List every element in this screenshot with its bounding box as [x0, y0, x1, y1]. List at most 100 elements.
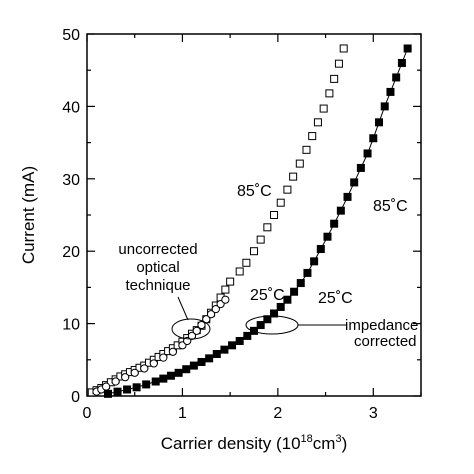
data-point-open-square	[339, 44, 348, 53]
data-point-open-square	[256, 235, 265, 244]
data-point-open-square	[226, 277, 235, 286]
data-point-filled-square	[316, 245, 325, 254]
data-point-open-circle	[206, 310, 216, 319]
data-point-filled-square	[256, 321, 265, 330]
annot-25c-filled: 25˚C	[318, 290, 353, 307]
data-point-filled-square	[270, 309, 279, 318]
x-axis-label: Carrier density (1018cm3)	[161, 433, 348, 453]
data-point-open-circle	[197, 320, 206, 330]
data-point-filled-square	[276, 302, 285, 311]
data-point-open-circle	[187, 331, 197, 341]
data-point-filled-square	[132, 383, 141, 392]
data-point-open-square	[319, 104, 328, 113]
data-point-filled-square	[369, 134, 378, 143]
data-point-filled-square	[103, 389, 112, 398]
data-point-open-circle	[130, 368, 139, 377]
data-point-filled-square	[197, 357, 206, 366]
data-point-filled-square	[310, 257, 319, 266]
data-point-open-square	[270, 211, 279, 219]
annot-85c-filled: 85˚C	[373, 198, 408, 215]
data-point-open-square	[325, 89, 334, 98]
data-point-filled-square	[386, 87, 395, 96]
data-point-filled-square	[363, 149, 372, 158]
y-tick-label: 20	[62, 244, 80, 261]
data-point-filled-square	[380, 102, 389, 111]
data-point-filled-square	[323, 232, 332, 241]
data-point-filled-square	[113, 387, 122, 396]
y-tick-labels: 0 10 20 30 40 50	[62, 27, 80, 406]
data-point-filled-square	[392, 73, 401, 82]
y-tick-label: 0	[71, 389, 80, 406]
annot-85c-open: 85˚C	[237, 183, 272, 200]
series-layer	[87, 44, 412, 398]
annot-impedance-line2: corrected	[354, 333, 417, 350]
y-tick-label: 10	[62, 317, 80, 334]
data-point-open-square	[334, 59, 343, 68]
data-point-open-square	[302, 145, 311, 154]
data-point-filled-square	[174, 368, 183, 377]
data-point-open-square	[295, 159, 304, 168]
annot-impedance-line1: impedance	[345, 317, 418, 334]
data-point-filled-square	[397, 58, 406, 67]
y-tick-label: 40	[62, 99, 80, 116]
annot-uncorrected-ellipse	[171, 318, 211, 340]
data-point-open-circle	[101, 382, 111, 391]
data-point-filled-square	[182, 365, 191, 374]
x-tick-label: 3	[369, 405, 378, 422]
data-point-open-circle	[168, 347, 177, 356]
data-point-open-square	[330, 74, 339, 83]
x-tick-label: 2	[273, 405, 282, 422]
annot-25c-open: 25˚C	[250, 287, 285, 304]
annot-uncorrected-line1: uncorrected	[118, 241, 197, 258]
data-point-filled-square	[283, 295, 292, 304]
data-point-filled-square	[189, 361, 198, 370]
data-point-filled-square	[375, 118, 384, 127]
data-point-open-square	[250, 247, 258, 256]
data-point-filled-square	[243, 331, 252, 340]
data-point-open-circle	[121, 373, 130, 382]
data-point-open-square	[263, 223, 272, 232]
data-point-open-square	[283, 185, 292, 194]
data-point-filled-square	[205, 354, 214, 363]
data-point-open-circle	[192, 326, 201, 335]
annot-uncorrected-line2: optical	[136, 259, 179, 276]
data-point-open-square	[242, 258, 251, 267]
data-point-filled-square	[403, 44, 412, 53]
data-point-open-square	[289, 172, 298, 181]
data-point-filled-square	[166, 371, 175, 380]
annotation-uncorrected: uncorrected optical technique	[118, 241, 211, 340]
data-point-filled-square	[356, 163, 365, 172]
annot-uncorrected-pointer	[177, 296, 189, 321]
data-point-filled-square	[151, 377, 160, 386]
x-tick-labels: 0 1 2 3	[83, 405, 378, 422]
y-axis-label: Current (mA)	[19, 166, 38, 264]
data-point-filled-square	[290, 287, 299, 296]
data-point-open-square	[276, 198, 285, 207]
data-point-filled-square	[228, 341, 237, 350]
data-point-open-square	[221, 285, 230, 294]
data-point-filled-square	[123, 385, 132, 394]
data-point-open-circle	[111, 377, 120, 386]
data-point-filled-square	[343, 192, 352, 201]
annot-impedance-ellipse	[245, 315, 299, 335]
data-point-filled-square	[296, 279, 305, 288]
x-tick-label: 1	[178, 405, 187, 422]
data-point-open-square	[313, 118, 322, 127]
data-point-open-circle	[140, 364, 149, 373]
data-point-open-circle	[149, 359, 158, 368]
data-point-filled-square	[220, 345, 229, 354]
data-point-filled-square	[330, 219, 339, 228]
data-point-open-circle	[211, 305, 220, 314]
data-point-filled-square	[142, 380, 151, 389]
annotation-impedance: impedance corrected	[245, 315, 418, 350]
y-tick-label: 50	[62, 27, 80, 44]
data-point-filled-square	[250, 326, 258, 335]
data-point-open-circle	[159, 353, 168, 362]
data-point-open-square	[235, 267, 244, 276]
x-tick-label: 0	[83, 405, 92, 422]
data-point-filled-square	[350, 178, 359, 187]
annot-uncorrected-line3: technique	[125, 277, 190, 294]
data-point-open-square	[308, 132, 317, 141]
data-point-filled-square	[212, 350, 221, 359]
